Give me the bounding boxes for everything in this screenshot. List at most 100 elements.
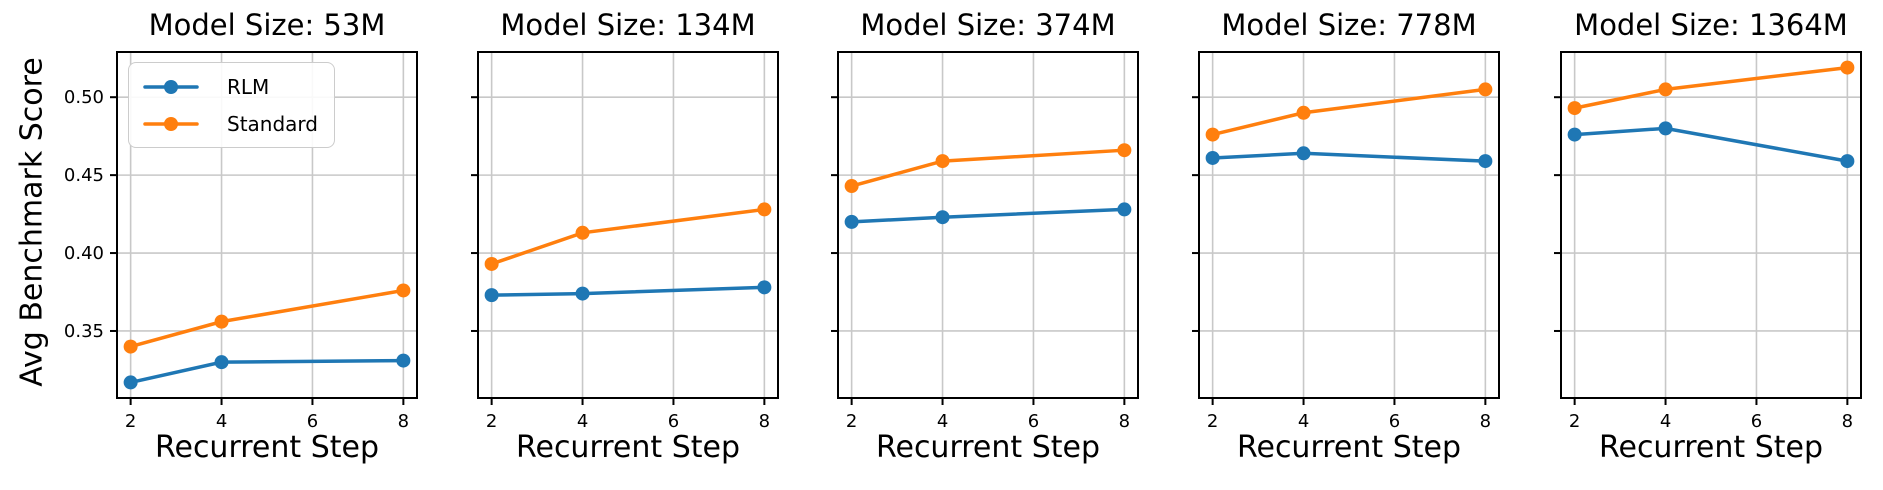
subplot-4: Model Size: 778M 2 4 6 8 Recurrent Step — [1137, 0, 1511, 490]
series-standard — [1567, 60, 1855, 116]
x-tick-label: 8 — [759, 411, 770, 432]
series-standard — [484, 202, 772, 271]
data-point-marker — [757, 280, 772, 295]
x-tick-label: 4 — [1298, 411, 1309, 432]
series-line — [128, 358, 406, 385]
x-tick-label: 4 — [1660, 411, 1671, 432]
tick-marks — [1192, 96, 1487, 405]
tick-marks — [1554, 96, 1849, 405]
series-rlm — [1205, 146, 1493, 169]
x-tick-label: 2 — [1207, 411, 1218, 432]
series-rlm — [484, 280, 772, 303]
axes-spines — [1198, 51, 1500, 399]
axes-spines — [1560, 51, 1862, 399]
legend-line-marker-swatch — [143, 116, 199, 131]
data-point-marker — [1117, 143, 1132, 158]
subplot-title: Model Size: 778M — [1221, 8, 1477, 42]
series-line — [849, 207, 1127, 224]
subplot-3: Model Size: 374M 2 4 6 8 Recurrent Step — [776, 0, 1150, 490]
data-point-marker — [484, 256, 499, 271]
data-point-marker — [1840, 154, 1855, 169]
legend-item: Standard — [142, 107, 318, 140]
legend: RLM Standard — [128, 62, 335, 148]
axes-spines — [477, 51, 779, 399]
data-point-marker — [214, 314, 229, 329]
series-line — [128, 288, 406, 349]
x-axis-label: Recurrent Step — [1236, 430, 1462, 465]
data-point-marker — [757, 202, 772, 217]
data-point-marker — [1296, 146, 1311, 161]
x-tick-label: 2 — [486, 411, 497, 432]
gridlines — [1561, 52, 1861, 398]
data-point-marker — [396, 353, 411, 368]
data-point-marker — [123, 339, 138, 354]
series-line — [1210, 87, 1488, 137]
data-point-marker — [844, 214, 859, 229]
series-line — [849, 148, 1127, 188]
series-line — [489, 207, 767, 266]
y-tick-label: 0.50 — [64, 87, 104, 108]
subplot-title: Model Size: 53M — [148, 8, 386, 42]
series-rlm — [123, 353, 411, 390]
y-axis-label: Avg Benchmark Score — [14, 57, 50, 387]
legend-label: RLM — [227, 74, 270, 99]
data-point-marker — [1840, 60, 1855, 75]
x-tick-label: 6 — [1028, 411, 1039, 432]
x-tick-label: 2 — [1569, 411, 1580, 432]
y-tick-label: 0.40 — [64, 243, 104, 264]
x-tick-label: 6 — [1751, 411, 1762, 432]
series-rlm — [844, 202, 1132, 229]
x-axis-label: Recurrent Step — [875, 430, 1101, 465]
x-tick-label: 4 — [937, 411, 948, 432]
y-tick-label: 0.45 — [64, 165, 104, 186]
axes-spines — [116, 51, 418, 399]
plot-area: 2 4 6 8 — [1192, 51, 1500, 432]
data-point-marker — [935, 210, 950, 225]
data-point-marker — [1567, 101, 1582, 116]
series-rlm — [1567, 121, 1855, 169]
data-point-marker — [935, 154, 950, 169]
tick-marks — [471, 96, 766, 405]
data-point-marker — [1567, 127, 1582, 142]
data-point-marker — [1117, 202, 1132, 217]
legend-line-marker-swatch — [143, 79, 199, 94]
plot-area: 2 4 6 8 — [831, 51, 1139, 432]
data-point-marker — [484, 288, 499, 303]
data-point-marker — [1205, 127, 1220, 142]
series-standard — [123, 283, 411, 354]
x-tick-label: 8 — [1842, 411, 1853, 432]
subplot-2: Model Size: 134M 2 4 6 8 Recurrent Step — [416, 0, 790, 490]
data-point-marker — [1478, 82, 1493, 97]
gridlines — [838, 52, 1138, 398]
data-point-marker — [1478, 154, 1493, 169]
x-axis-label: Recurrent Step — [1598, 430, 1824, 465]
x-tick-label: 8 — [1119, 411, 1130, 432]
subplot-1: Model Size: 53M 2 4 6 8 0.35 0.40 0.45 0.50 RLM… — [55, 0, 429, 490]
data-point-marker — [844, 179, 859, 194]
data-point-marker — [1296, 105, 1311, 120]
series-line — [1210, 151, 1488, 163]
data-point-marker — [396, 283, 411, 298]
legend-label: Standard — [227, 111, 318, 136]
data-point-marker — [1658, 82, 1673, 97]
x-tick-label: 4 — [216, 411, 227, 432]
legend-item: RLM — [142, 70, 318, 103]
x-tick-label: 4 — [577, 411, 588, 432]
subplot-title: Model Size: 1364M — [1574, 8, 1848, 42]
x-tick-label: 6 — [1389, 411, 1400, 432]
series-line — [1572, 126, 1850, 163]
x-axis-label: Recurrent Step — [154, 430, 380, 465]
plot-area: 2 4 6 8 — [1554, 51, 1862, 432]
data-point-marker — [575, 286, 590, 301]
axes-spines — [837, 51, 1139, 399]
subplot-title: Model Size: 134M — [500, 8, 756, 42]
data-point-marker — [123, 375, 138, 390]
series-line — [489, 285, 767, 297]
subplot-5: Model Size: 1364M 2 4 6 8 Recurrent Step — [1499, 0, 1873, 490]
x-tick-label: 8 — [1480, 411, 1491, 432]
plot-area: 2 4 6 8 — [471, 51, 779, 432]
series-standard — [844, 143, 1132, 194]
tick-marks — [831, 96, 1126, 405]
series-line — [1572, 65, 1850, 110]
